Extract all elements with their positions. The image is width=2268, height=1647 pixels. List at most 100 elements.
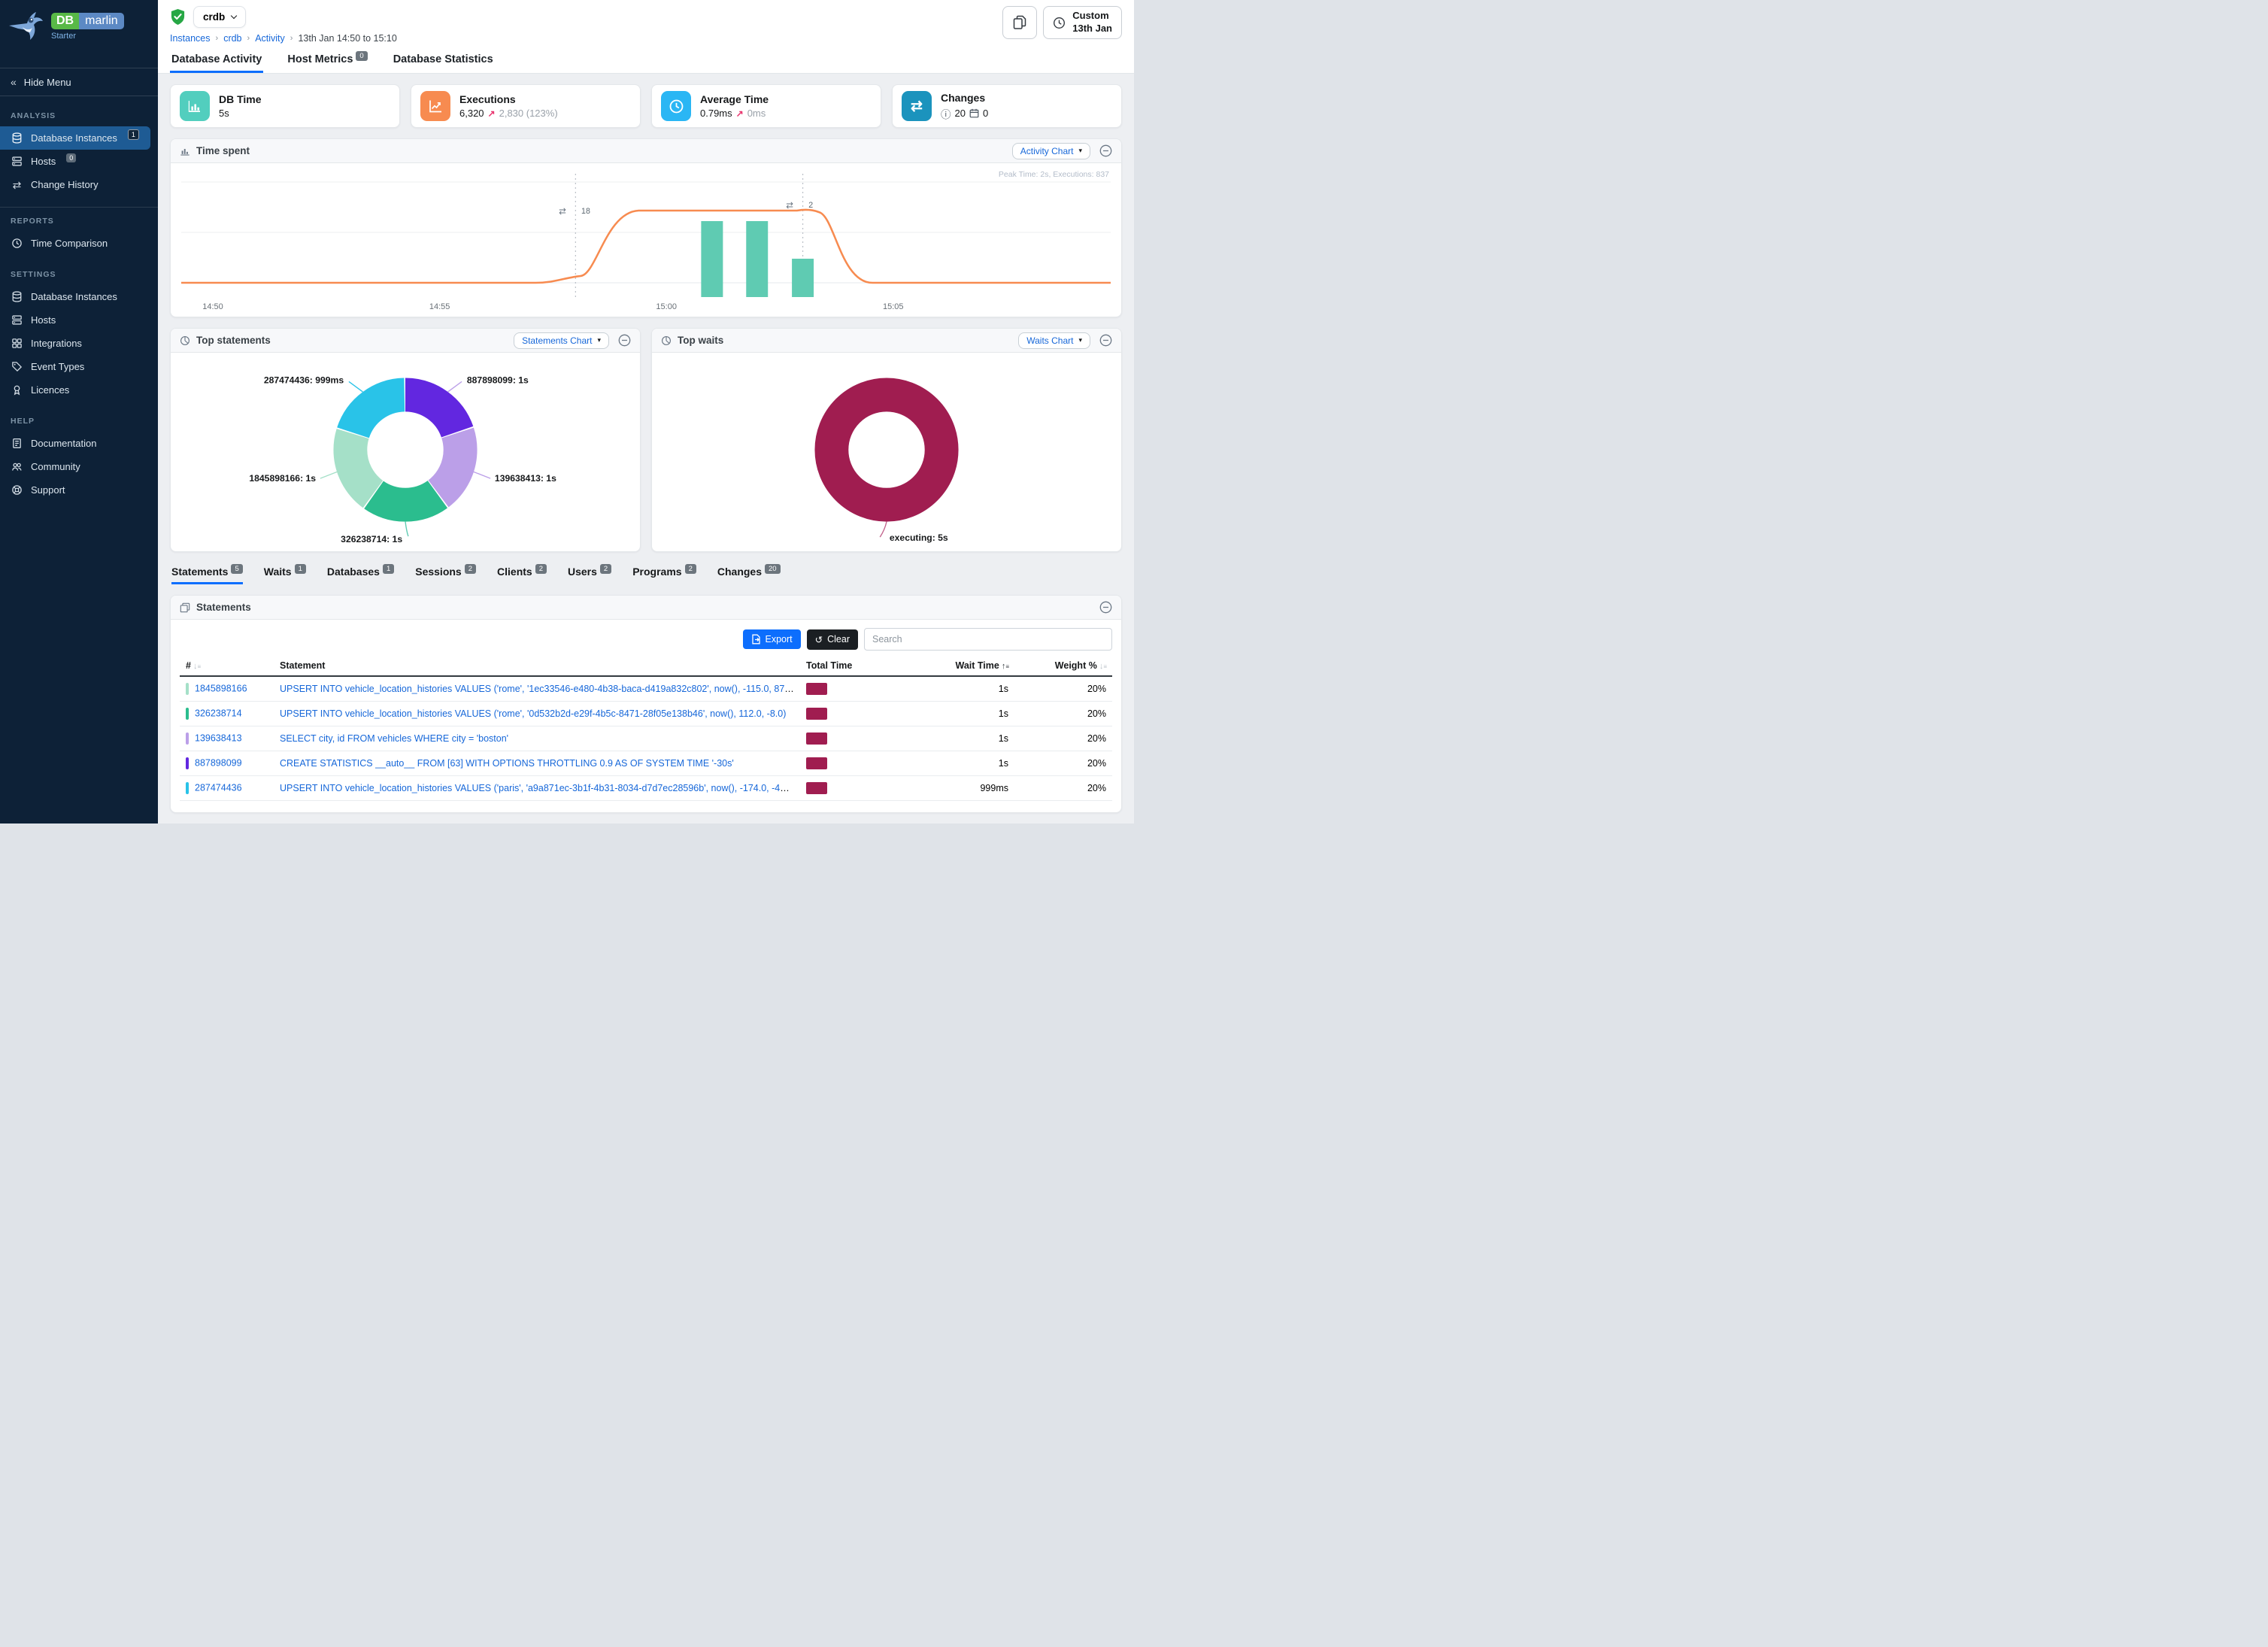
sidebar-item-label: Integrations (31, 338, 82, 349)
tab-waits[interactable]: Waits 1 (264, 563, 306, 584)
changes-calendar-count: 0 (982, 108, 989, 119)
statement-color-swatch (186, 757, 189, 769)
statement-id-link[interactable]: 287474436 (195, 782, 242, 793)
executions-bar (701, 221, 723, 297)
host-metrics-badge: 0 (356, 51, 368, 61)
export-button[interactable]: Export (742, 629, 801, 649)
server-icon (11, 314, 23, 326)
time-spent-chart[interactable]: Peak Time: 2s, Executions: 837 ⇄ 18 (171, 163, 1121, 317)
table-row: 887898099 CREATE STATISTICS __auto__ FRO… (180, 751, 1112, 776)
sidebar-item-label: Hosts (31, 156, 56, 167)
donut-slice[interactable] (333, 378, 478, 522)
tab-host-metrics[interactable]: Host Metrics 0 (286, 47, 368, 73)
statement-link[interactable]: UPSERT INTO vehicle_location_histories V… (280, 684, 796, 694)
col-header-weight: Weight % (1054, 660, 1097, 671)
sidebar: DB marlin Starter « Hide Menu ANALYSIS D… (0, 0, 158, 824)
sidebar-item-settings-database-instances[interactable]: Database Instances (0, 285, 150, 308)
info-icon: ⓘ (941, 108, 951, 120)
donut-label: 887898099: 1s (467, 375, 529, 385)
x-tick: 15:00 (656, 302, 677, 311)
sidebar-item-label: Documentation (31, 438, 97, 449)
clear-button[interactable]: ↺ Clear (806, 629, 858, 650)
card-delta: 2,830 (123%) (499, 108, 558, 119)
statement-link[interactable]: UPSERT INTO vehicle_location_histories V… (280, 708, 787, 719)
breadcrumb-crdb[interactable]: crdb (223, 33, 242, 44)
tab-badge: 1 (382, 564, 395, 574)
statement-id-link[interactable]: 887898099 (195, 757, 242, 769)
tab-clients[interactable]: Clients 2 (497, 563, 547, 584)
statement-link[interactable]: SELECT city, id FROM vehicles WHERE city… (280, 733, 509, 744)
sidebar-item-licences[interactable]: Licences (0, 378, 150, 402)
statement-id-link[interactable]: 1845898166 (195, 683, 247, 694)
waits-chart-selector[interactable]: Waits Chart ▾ (1018, 332, 1090, 349)
sidebar-item-settings-hosts[interactable]: Hosts (0, 308, 150, 332)
card-title: Average Time (700, 93, 769, 105)
time-spent-panel: Time spent Activity Chart ▾ Peak Time: 2… (170, 138, 1122, 317)
integrations-icon (11, 338, 23, 349)
x-tick: 15:05 (883, 302, 904, 311)
donut-slice[interactable] (333, 378, 478, 522)
search-input[interactable] (864, 628, 1112, 651)
sidebar-item-database-instances[interactable]: Database Instances 1 (0, 126, 150, 150)
collapse-panel-button[interactable] (1099, 601, 1112, 614)
wait-time-value: 1s (887, 726, 1014, 751)
breadcrumb-activity[interactable]: Activity (255, 33, 285, 44)
tab-sessions[interactable]: Sessions 2 (415, 563, 477, 584)
col-header-wait-time: Wait Time (955, 660, 999, 671)
wait-time-value: 999ms (887, 775, 1014, 801)
statement-link[interactable]: UPSERT INTO vehicle_location_histories V… (280, 783, 796, 793)
tab-statements[interactable]: Statements 5 (171, 563, 243, 584)
logo-marlin: marlin (79, 12, 124, 29)
tab-changes[interactable]: Changes 20 (717, 563, 781, 584)
clock-icon (661, 91, 691, 121)
waits-donut-chart[interactable]: executing: 5s (652, 355, 1121, 549)
breadcrumb-separator: › (247, 34, 250, 43)
donut-slice[interactable] (333, 378, 478, 522)
clock-icon (1054, 17, 1066, 29)
time-range-button[interactable]: Custom 13th Jan (1043, 6, 1122, 39)
tab-databases[interactable]: Databases 1 (327, 563, 395, 584)
statements-chart-selector[interactable]: Statements Chart ▾ (514, 332, 609, 349)
tab-programs[interactable]: Programs 2 (632, 563, 696, 584)
metric-cards: DB Time 5s Executions 6,320 ↗ 2,830 (123… (170, 84, 1122, 128)
activity-chart-selector[interactable]: Activity Chart ▾ (1011, 142, 1090, 159)
caret-down-icon: ▾ (1078, 336, 1082, 344)
sidebar-item-change-history[interactable]: ⇄ Change History (0, 173, 150, 196)
table-row: 326238714 UPSERT INTO vehicle_location_h… (180, 701, 1112, 726)
sidebar-item-event-types[interactable]: Event Types (0, 355, 150, 378)
collapse-panel-button[interactable] (1099, 334, 1112, 347)
changes-info-count: 20 (954, 108, 966, 119)
donut-slice[interactable] (814, 378, 959, 522)
statements-donut-chart[interactable]: 287474436: 999ms 887898099: 1s 184589816… (171, 355, 640, 549)
pie-chart-icon (180, 335, 190, 346)
tab-database-statistics[interactable]: Database Statistics (393, 53, 493, 65)
collapse-panel-button[interactable] (1099, 144, 1112, 157)
collapse-panel-button[interactable] (618, 334, 631, 347)
total-time-bar (806, 708, 827, 720)
hide-menu-button[interactable]: « Hide Menu (0, 68, 158, 96)
sidebar-item-integrations[interactable]: Integrations (0, 332, 150, 355)
sidebar-item-time-comparison[interactable]: Time Comparison (0, 232, 150, 255)
tab-users[interactable]: Users 2 (568, 563, 612, 584)
card-changes: ⇄ Changes ⓘ 20 0 (892, 84, 1122, 128)
health-shield-icon (171, 9, 185, 25)
brand-logo: DB marlin Starter (0, 0, 158, 45)
sidebar-item-support[interactable]: Support (0, 478, 150, 502)
breadcrumb-separator: › (290, 34, 293, 43)
edition-label: Starter (51, 31, 77, 41)
breadcrumb-separator: › (215, 34, 219, 43)
weight-value: 20% (1014, 676, 1112, 702)
instance-selector[interactable]: crdb (193, 6, 247, 28)
breadcrumb-instances[interactable]: Instances (170, 33, 211, 44)
main-area: crdb Instances › crdb › Activity › 13th … (158, 0, 1134, 824)
donut-slice[interactable] (333, 378, 478, 522)
sidebar-item-documentation[interactable]: Documentation (0, 432, 150, 455)
statement-id-link[interactable]: 139638413 (195, 733, 242, 744)
time-range-date: 13th Jan (1072, 23, 1112, 34)
tab-database-activity[interactable]: Database Activity (170, 47, 264, 73)
copy-link-button[interactable] (1002, 6, 1038, 39)
statement-id-link[interactable]: 326238714 (195, 708, 242, 719)
sidebar-item-community[interactable]: Community (0, 455, 150, 478)
sidebar-item-hosts[interactable]: Hosts 0 (0, 150, 150, 173)
statement-link[interactable]: CREATE STATISTICS __auto__ FROM [63] WIT… (280, 758, 734, 769)
